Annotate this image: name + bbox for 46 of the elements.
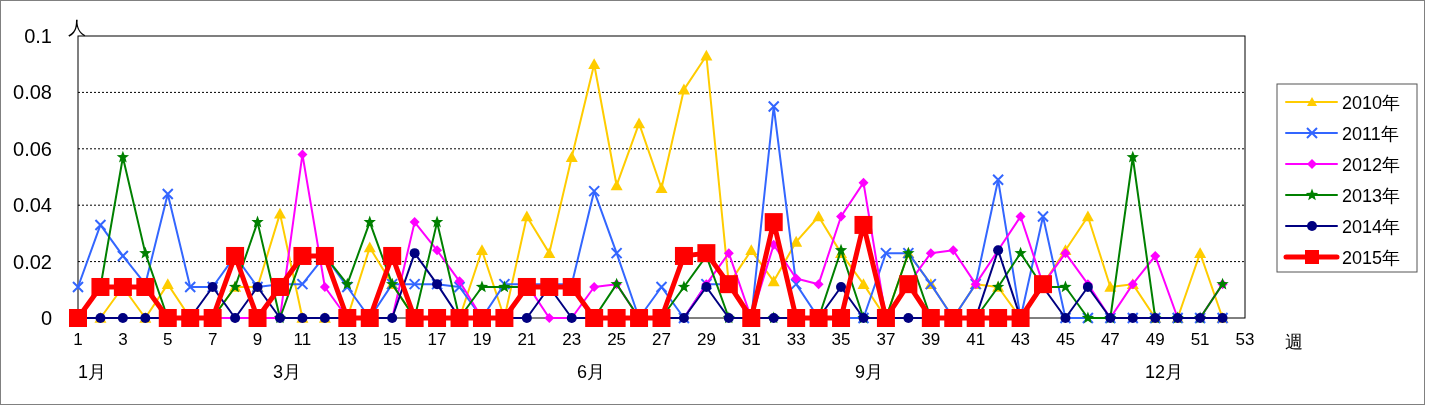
x-tick-label: 39 <box>921 330 941 349</box>
x-tick-label: 29 <box>696 330 716 349</box>
y-tick-label: 0.04 <box>13 194 52 217</box>
x-tick-label: 37 <box>876 330 896 349</box>
x-tick-label: 3 <box>118 330 128 349</box>
x-tick-label: 49 <box>1145 330 1165 349</box>
x-tick-label: 1 <box>73 330 83 349</box>
x-tick-label: 25 <box>607 330 627 349</box>
x-tick-label: 5 <box>163 330 173 349</box>
x-tick-label: 23 <box>562 330 582 349</box>
text: 1月 <box>78 362 107 382</box>
legend-label: 2012年 <box>1342 155 1401 175</box>
text: 12月 <box>1145 362 1184 382</box>
x-tick-label: 17 <box>427 330 447 349</box>
x-tick-label: 13 <box>337 330 357 349</box>
y-tick-label: 0 <box>40 307 52 329</box>
x-tick-label: 9 <box>252 330 263 349</box>
legend-label: 2013年 <box>1342 186 1401 206</box>
x-tick-label: 43 <box>1011 330 1031 349</box>
x-axis-title: 週 <box>1285 332 1303 352</box>
x-tick-label: 11 <box>293 330 312 349</box>
x-tick-label: 7 <box>207 330 218 349</box>
legend-label: 2010年 <box>1342 93 1401 113</box>
x-tick-label: 15 <box>382 330 402 349</box>
text: 3月 <box>273 362 302 382</box>
y-tick-label: 0.1 <box>24 25 52 47</box>
x-tick-label: 47 <box>1100 330 1120 349</box>
x-tick-label: 51 <box>1190 330 1210 349</box>
y-tick-label: 0.02 <box>13 250 52 273</box>
x-tick-label: 19 <box>472 330 492 349</box>
text: 6月 <box>577 362 606 382</box>
y-tick-label: 0.06 <box>13 137 52 160</box>
x-tick-label: 31 <box>741 330 761 349</box>
y-tick-label: 0.08 <box>13 81 52 104</box>
legend-label: 2011年 <box>1342 124 1399 144</box>
text: 9月 <box>855 362 884 382</box>
x-tick-label: 35 <box>831 330 851 349</box>
legend-label: 2015年 <box>1342 248 1401 268</box>
x-tick-label: 27 <box>652 330 671 349</box>
x-tick-label: 33 <box>786 330 806 349</box>
x-tick-label: 45 <box>1056 330 1075 349</box>
y-axis-title: 人 <box>68 18 86 38</box>
x-tick-label: 41 <box>966 330 986 349</box>
x-tick-label: 21 <box>517 330 537 349</box>
x-tick-label: 53 <box>1235 330 1255 349</box>
legend-label: 2014年 <box>1342 217 1401 237</box>
